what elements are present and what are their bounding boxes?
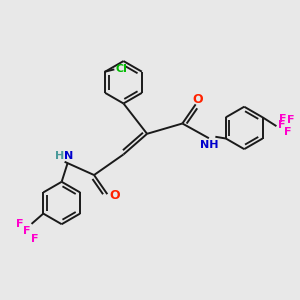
Text: F: F	[279, 114, 286, 124]
Text: F: F	[23, 226, 31, 236]
Text: NH: NH	[200, 140, 218, 150]
Text: F: F	[278, 120, 285, 130]
Text: H: H	[55, 151, 64, 161]
Text: Cl: Cl	[116, 64, 127, 74]
Text: N: N	[64, 151, 73, 161]
Text: O: O	[110, 189, 120, 202]
Text: F: F	[31, 234, 38, 244]
Text: F: F	[287, 115, 295, 125]
Text: F: F	[16, 219, 23, 229]
Text: F: F	[284, 127, 291, 137]
Text: O: O	[192, 93, 203, 106]
